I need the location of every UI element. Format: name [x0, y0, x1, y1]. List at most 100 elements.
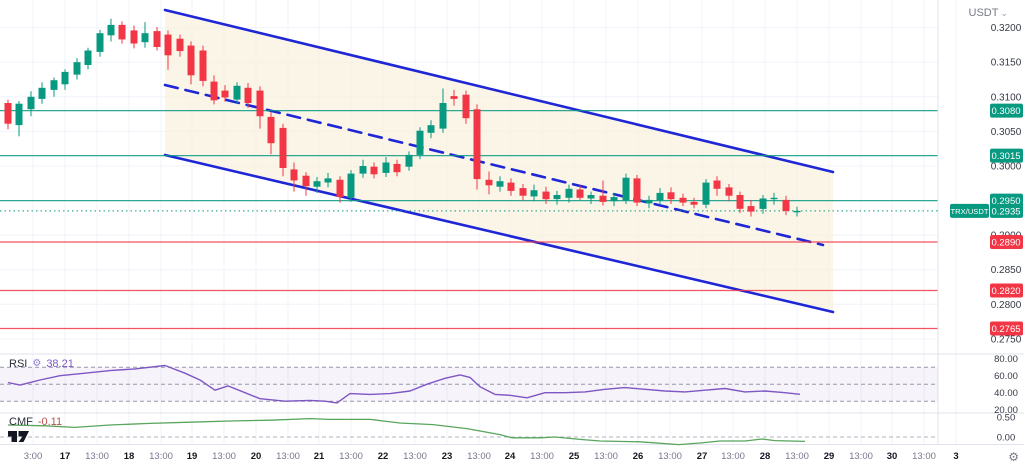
channel-upper-line[interactable] [163, 8, 835, 174]
price-axis-label: 0.3050 [991, 127, 1022, 138]
candle-up [359, 159, 367, 178]
time-axis-label: 22 [378, 451, 389, 462]
cmf-line [7, 417, 806, 446]
candle-down [667, 187, 675, 204]
candle-up [565, 184, 573, 203]
last-price-badge: 0.2935 [990, 203, 1023, 218]
time-axis-label: 21 [314, 451, 325, 462]
time-axis-label: 28 [760, 451, 771, 462]
rsi-value: 38.21 [46, 358, 74, 370]
currency-dropdown[interactable]: USDT ⌄ [966, 6, 1010, 20]
svg-text:0.2765: 0.2765 [991, 324, 1020, 335]
cmf-indicator-legend[interactable]: CMF -0.11 [9, 416, 62, 428]
time-axis-label: 24 [505, 451, 516, 462]
candle-down [336, 176, 344, 203]
candle-down [221, 85, 229, 102]
candle-down [462, 90, 470, 124]
price-axis-label: 0.2800 [991, 300, 1022, 311]
channel-lower-line[interactable] [163, 153, 835, 314]
rsi-indicator-legend[interactable]: RSI ⚙ 38.21 [9, 358, 74, 370]
candle-down [782, 195, 790, 216]
time-axis-settings-icon[interactable]: ⚙ [1008, 450, 1019, 464]
rsi-settings-icon[interactable]: ⚙ [32, 358, 42, 369]
candle-down [187, 41, 195, 85]
candle-up [587, 191, 595, 204]
price-axis-label: 0.3150 [991, 58, 1022, 69]
candle-down [164, 30, 172, 70]
candle-down [370, 162, 378, 179]
candle-down [473, 104, 481, 190]
chevron-down-icon: ⌄ [1000, 8, 1008, 18]
candle-down [519, 184, 527, 201]
time-axis-label: 13:00 [658, 451, 682, 462]
time-axis-label: 3 [953, 451, 958, 462]
price-axis-label: 0.2850 [991, 265, 1022, 276]
candle-up [61, 69, 69, 90]
candle-up [347, 170, 355, 202]
price-level-badge: 0.2890 [990, 235, 1023, 249]
time-axis-label: 30 [887, 451, 898, 462]
tradingview-logo[interactable] [8, 429, 30, 449]
currency-dropdown-label: USDT [968, 7, 999, 19]
candle-up [382, 157, 390, 177]
time-axis-label: 13:00 [467, 451, 491, 462]
candle-down [302, 172, 310, 196]
time-axis-label: 13:00 [149, 451, 173, 462]
candle-up [416, 127, 424, 160]
candle-up [656, 188, 664, 205]
candle-down [542, 186, 550, 204]
candle-down [713, 176, 721, 196]
time-axis-label: 13:00 [85, 451, 109, 462]
candle-down [736, 191, 744, 213]
candle-down [118, 21, 126, 44]
price-level-badge: 0.2820 [990, 283, 1023, 298]
time-axis-label: 23 [442, 451, 453, 462]
candle-up [141, 22, 149, 48]
svg-text:TRX/USDT: TRX/USDT [951, 207, 989, 216]
time-axis-label: 13:00 [339, 451, 363, 462]
candle-up [107, 18, 115, 42]
candle-up [15, 101, 23, 137]
price-axis-label: 0.3200 [991, 23, 1022, 34]
rsi-line [7, 364, 801, 404]
candle-down [725, 184, 733, 202]
candle-down [747, 199, 755, 217]
svg-text:0.2820: 0.2820 [991, 286, 1020, 297]
candle-up [439, 88, 447, 133]
time-axis-label: 27 [697, 451, 708, 462]
candle-up [759, 195, 767, 214]
candle-up [770, 192, 778, 205]
cmf-value: -0.11 [37, 416, 63, 428]
time-axis-label: 13:00 [530, 451, 554, 462]
candle-down [576, 185, 584, 200]
time-axis-label: 19 [187, 451, 198, 462]
candle-down [633, 175, 641, 207]
svg-text:0.2950: 0.2950 [991, 196, 1020, 207]
candle-down [244, 83, 252, 108]
candle-down [507, 178, 515, 196]
candle-up [324, 172, 332, 188]
svg-text:0.3015: 0.3015 [991, 151, 1020, 162]
time-axis-label: 13:00 [785, 451, 809, 462]
candle-up [38, 82, 46, 104]
candle-down [450, 89, 458, 106]
candle-up [622, 173, 630, 204]
candle-down [4, 99, 12, 130]
time-axis-label: 13:00 [403, 451, 427, 462]
candle-down [267, 112, 275, 155]
time-axis-label: 20 [251, 451, 262, 462]
price-axis-label: 0.3100 [991, 92, 1022, 103]
time-axis-label: 13:00 [276, 451, 300, 462]
candle-down [130, 25, 138, 49]
channel-midline-dashed[interactable] [163, 83, 825, 247]
price-level-badge: 0.3080 [990, 103, 1023, 118]
candle-down [199, 45, 207, 87]
price-axis-label: 0.2750 [991, 334, 1022, 345]
candle-down [210, 75, 218, 105]
candle-down [679, 193, 687, 207]
rsi-axis-label: 80.00 [994, 354, 1018, 365]
channel-fill [165, 10, 833, 312]
candle-up [313, 177, 321, 193]
